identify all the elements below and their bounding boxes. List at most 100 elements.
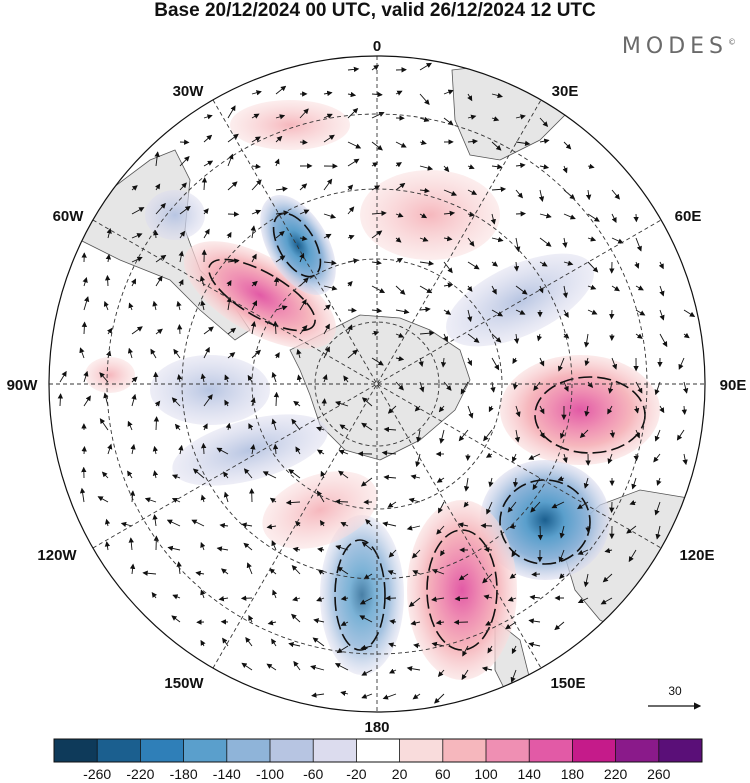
wind-arrow bbox=[272, 589, 278, 599]
wind-arrow bbox=[609, 309, 615, 320]
wind-arrow bbox=[395, 237, 402, 243]
wind-arrow bbox=[129, 563, 136, 575]
wind-arrow bbox=[340, 522, 349, 527]
wind-arrow bbox=[443, 210, 456, 217]
wind-arrow bbox=[683, 309, 696, 317]
wind-arrow bbox=[562, 165, 568, 174]
wind-arrow bbox=[602, 573, 613, 583]
wind-arrow bbox=[152, 445, 159, 455]
wind-arrow bbox=[104, 541, 111, 551]
negative-anomaly-drake bbox=[260, 195, 336, 295]
wind-arrow bbox=[557, 357, 565, 372]
wind-arrow bbox=[200, 589, 206, 599]
wind-arrow bbox=[227, 153, 234, 167]
wind-arrow bbox=[347, 141, 362, 149]
wind-arrow bbox=[607, 405, 613, 415]
wind-arrow bbox=[310, 664, 325, 671]
wind-arrow bbox=[659, 405, 665, 414]
wind-arrow bbox=[434, 693, 445, 704]
wind-arrow bbox=[626, 525, 637, 534]
wind-arrow bbox=[79, 487, 86, 503]
wind-arrow bbox=[216, 546, 229, 552]
wind-arrow bbox=[199, 275, 206, 287]
wind-arrow bbox=[382, 521, 397, 527]
wind-arrow bbox=[467, 164, 475, 170]
wind-arrow bbox=[419, 260, 435, 266]
wind-arrow bbox=[554, 621, 565, 631]
wind-arrow bbox=[529, 594, 541, 601]
wind-arrow bbox=[467, 285, 473, 292]
wind-arrow bbox=[340, 690, 349, 696]
wind-arrow bbox=[152, 300, 158, 311]
wind-arrow bbox=[243, 542, 253, 551]
wind-arrow bbox=[436, 477, 445, 483]
wind-arrow bbox=[319, 519, 326, 527]
wind-arrow bbox=[463, 477, 470, 492]
wind-arrow bbox=[515, 211, 526, 217]
colorbar-tick-label: 260 bbox=[647, 766, 671, 782]
wind-arrow bbox=[203, 394, 213, 407]
wind-arrow bbox=[166, 519, 181, 527]
wind-arrow bbox=[410, 474, 421, 480]
wind-arrow bbox=[127, 470, 133, 479]
wind-arrow bbox=[515, 237, 521, 253]
wind-arrow bbox=[218, 596, 229, 602]
wind-arrow bbox=[395, 141, 407, 148]
wind-arrow bbox=[454, 595, 469, 602]
wind-arrow bbox=[431, 641, 445, 648]
meridian-line bbox=[92, 219, 662, 549]
wind-arrow bbox=[321, 398, 327, 407]
wind-arrow bbox=[587, 163, 595, 169]
wind-arrow bbox=[104, 274, 111, 287]
negative-anomaly-bellingshausen bbox=[150, 355, 270, 425]
meridian-line bbox=[212, 99, 542, 669]
contour-south-australia bbox=[499, 479, 591, 565]
wind-arrow bbox=[530, 501, 541, 513]
wind-arrow bbox=[361, 541, 373, 551]
wind-arrow bbox=[219, 522, 229, 529]
colorbar-swatch bbox=[356, 739, 400, 762]
wind-arrow bbox=[419, 213, 428, 219]
wind-arrow bbox=[223, 491, 229, 503]
wind-arrow bbox=[176, 300, 182, 311]
wind-arrow bbox=[340, 620, 349, 626]
wind-arrow bbox=[295, 520, 301, 527]
negative-anomaly-ross bbox=[172, 414, 328, 486]
wind-arrow bbox=[361, 693, 373, 699]
wind-arrow bbox=[201, 177, 208, 191]
wind-arrow bbox=[347, 307, 357, 313]
wind-arrow bbox=[467, 405, 474, 419]
wind-arrow bbox=[251, 113, 260, 119]
wind-arrow bbox=[296, 348, 302, 359]
wind-arrow bbox=[611, 189, 620, 200]
wind-arrow bbox=[152, 514, 158, 527]
wind-arrow bbox=[491, 333, 502, 343]
wind-arrow bbox=[83, 296, 90, 311]
wind-arrow bbox=[192, 468, 205, 479]
wind-arrow bbox=[682, 453, 688, 466]
colorbar: -260 -220 -180 -140 -100 -60 -20 20 60 100 140 180 2… bbox=[53, 738, 703, 782]
wind-arrow bbox=[247, 374, 253, 383]
wind-arrow bbox=[83, 370, 89, 383]
wind-arrow bbox=[128, 537, 134, 551]
wind-arrow bbox=[128, 302, 134, 311]
wind-arrow bbox=[415, 453, 421, 468]
wind-arrow bbox=[562, 453, 568, 464]
wind-arrow bbox=[419, 93, 430, 105]
wind-arrow bbox=[431, 596, 445, 602]
wind-arrow bbox=[171, 474, 181, 480]
positive-anomaly-north-atlantic bbox=[230, 100, 350, 150]
wind-arrow bbox=[577, 501, 589, 510]
positive-anomaly-east-pacific bbox=[85, 357, 135, 393]
lon-label-120e: 120E bbox=[679, 547, 714, 564]
wind-arrow bbox=[269, 497, 277, 504]
wind-arrow bbox=[419, 306, 431, 313]
wind-arrow bbox=[419, 116, 430, 123]
wind-arrow bbox=[440, 357, 447, 368]
wind-arrow bbox=[243, 468, 253, 479]
wind-arrow bbox=[414, 405, 421, 412]
wind-arrow bbox=[313, 618, 325, 624]
wind-arrow bbox=[437, 669, 445, 677]
wind-arrow bbox=[587, 236, 597, 242]
